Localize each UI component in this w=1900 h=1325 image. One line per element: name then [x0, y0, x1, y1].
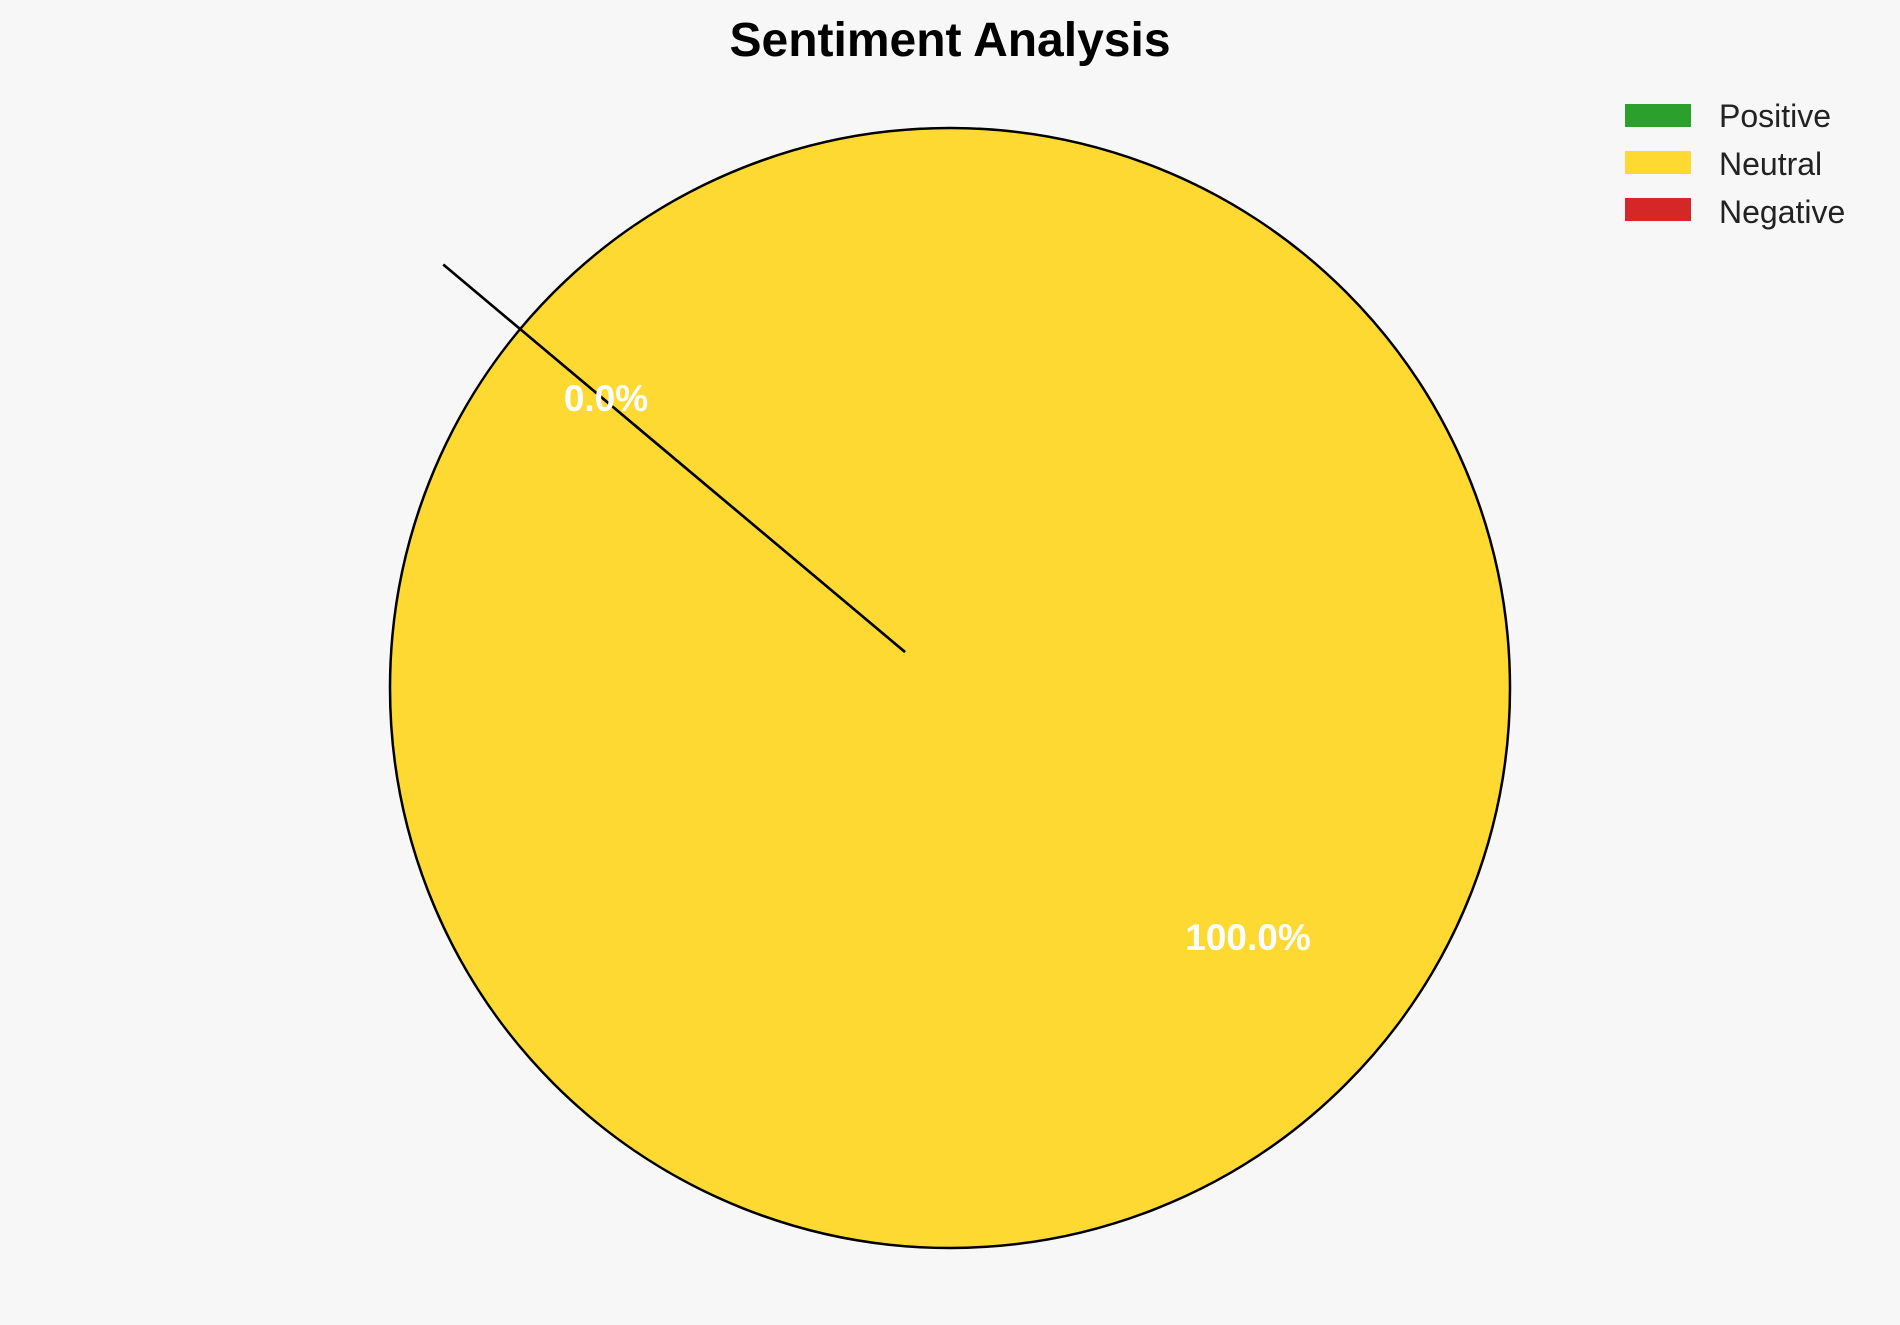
- slice-label-positive: 0.0%: [564, 378, 648, 419]
- legend-label-neutral: Neutral: [1719, 146, 1822, 182]
- pie-slice-negative: [442, 263, 906, 653]
- slice-label-neutral: 100.0%: [1185, 917, 1311, 958]
- pie-slice-neutral: [388, 126, 1512, 1250]
- slice-label-group: 0.0% 100.0%: [564, 378, 1311, 958]
- pie-group: [388, 126, 1512, 1250]
- legend-swatch-neutral: [1625, 151, 1691, 174]
- legend-label-positive: Positive: [1719, 98, 1831, 134]
- legend-swatch-positive: [1625, 104, 1691, 127]
- legend-label-negative: Negative: [1719, 194, 1845, 230]
- chart-title: Sentiment Analysis: [729, 14, 1170, 67]
- legend-swatch-negative: [1625, 198, 1691, 221]
- legend: Positive Neutral Negative: [1625, 98, 1845, 230]
